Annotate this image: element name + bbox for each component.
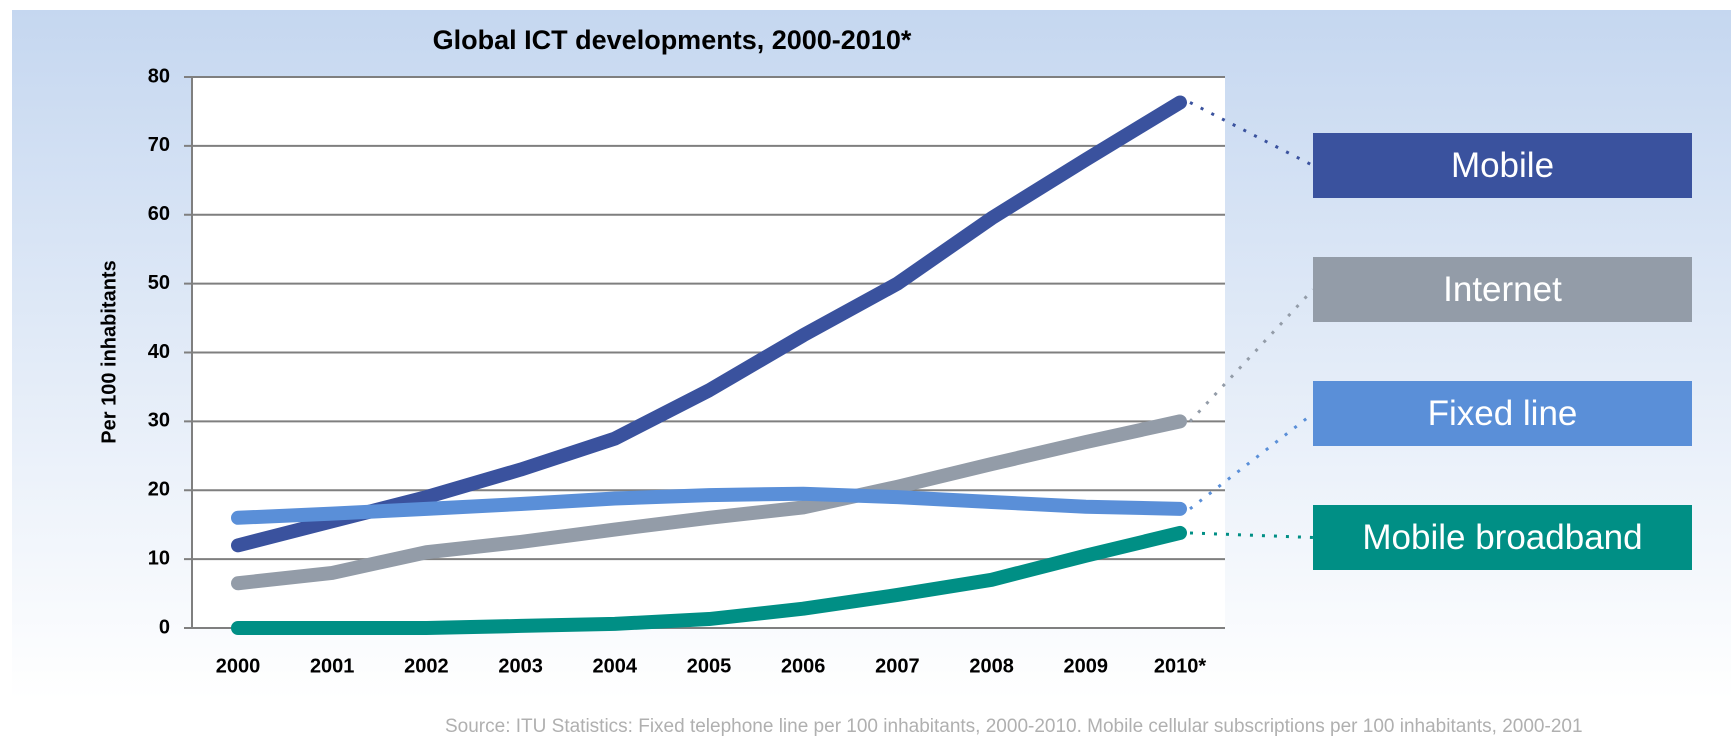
y-tick-label: 70 — [148, 134, 170, 156]
y-tick-label: 0 — [159, 616, 170, 638]
source-note: Source: ITU Statistics: Fixed telephone … — [445, 716, 1583, 737]
y-tick-label: 40 — [148, 341, 170, 363]
x-tick-label: 2001 — [310, 655, 355, 677]
x-tick-label: 2008 — [969, 655, 1014, 677]
legend-label: Mobile — [1451, 146, 1554, 185]
y-axis-label: Per 100 inhabitants — [98, 260, 120, 443]
legend-box — [1313, 133, 1692, 198]
y-tick-label: 10 — [148, 547, 170, 569]
x-tick-label: 2004 — [593, 655, 638, 677]
legend-box — [1313, 505, 1692, 570]
x-tick-label: 2007 — [875, 655, 920, 677]
chart-title: Global ICT developments, 2000-2010* — [433, 25, 912, 55]
x-tick-label: 2000 — [216, 655, 261, 677]
legend-label: Fixed line — [1428, 394, 1578, 433]
x-tick-label: 2006 — [781, 655, 826, 677]
series-line — [231, 486, 1187, 525]
series-line — [231, 414, 1187, 591]
legend-label: Internet — [1443, 270, 1562, 309]
legend-label: Mobile broadband — [1362, 518, 1642, 557]
x-tick-label: 2010* — [1154, 655, 1206, 677]
series-line — [231, 525, 1187, 635]
x-tick-label: 2009 — [1064, 655, 1109, 677]
y-tick-label: 60 — [148, 203, 170, 225]
legend-box — [1313, 381, 1692, 446]
x-tick-label: 2002 — [404, 655, 449, 677]
x-tick-label: 2003 — [498, 655, 543, 677]
legend-box — [1313, 257, 1692, 322]
y-tick-label: 80 — [148, 65, 170, 87]
legend-connector — [1189, 412, 1314, 511]
y-tick-label: 50 — [148, 272, 170, 294]
y-tick-label: 30 — [148, 410, 170, 432]
y-tick-label: 20 — [148, 479, 170, 501]
legend-connector — [1189, 531, 1314, 539]
x-tick-label: 2005 — [687, 655, 732, 677]
